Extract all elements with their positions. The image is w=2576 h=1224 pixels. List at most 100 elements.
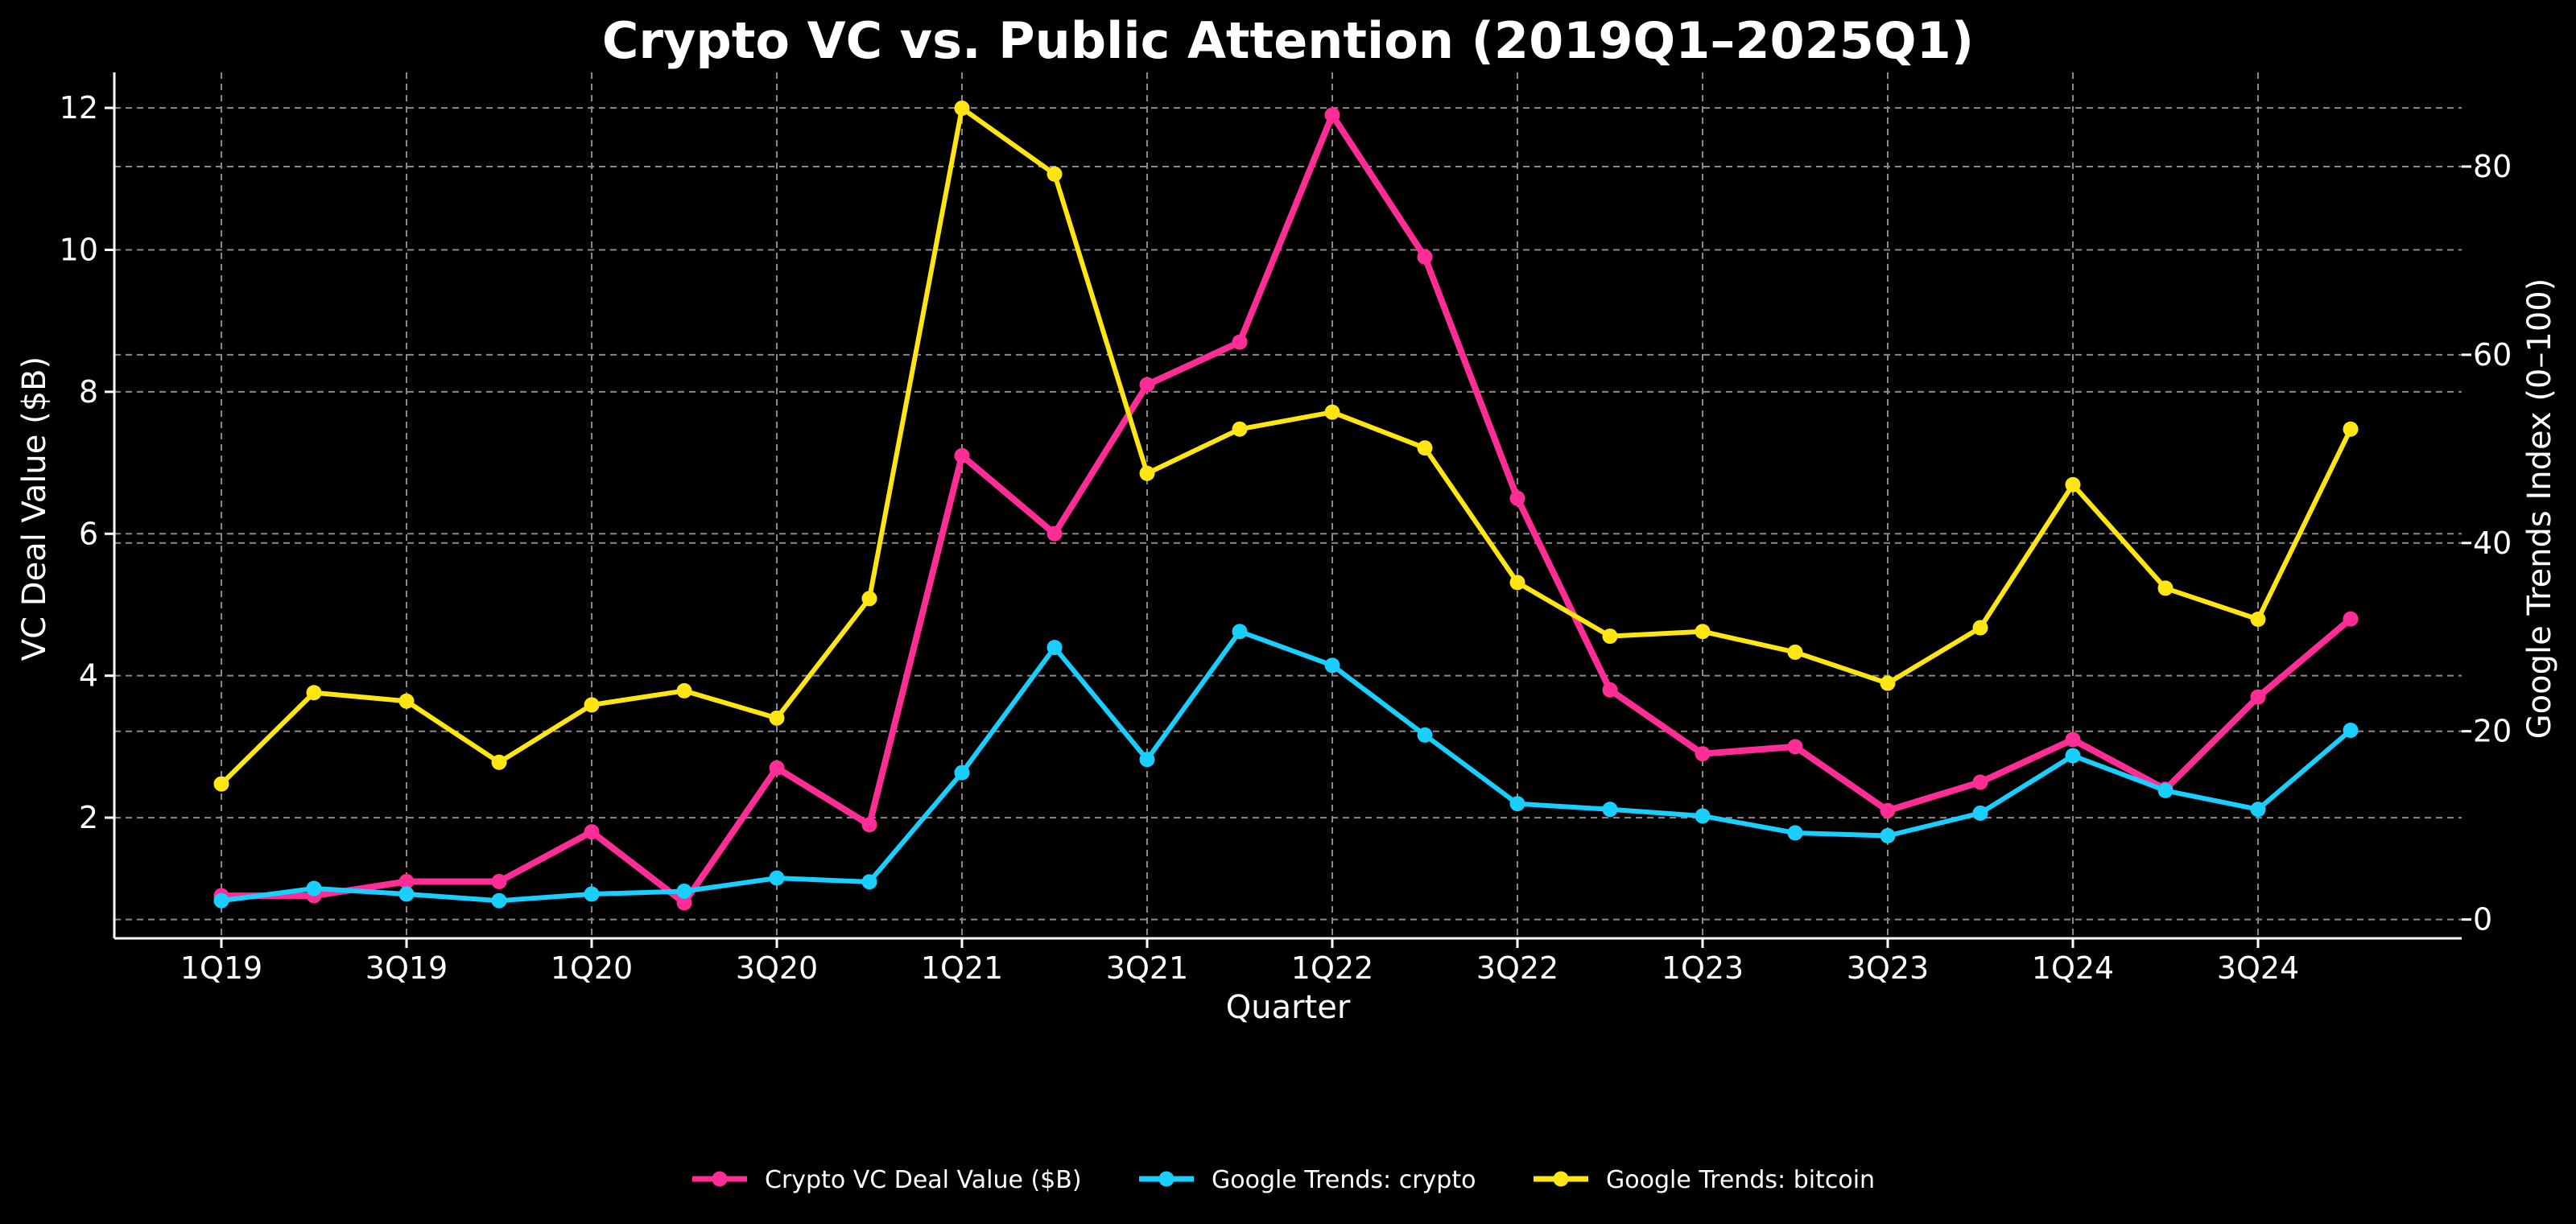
data-point (1695, 808, 1711, 824)
data-point (2157, 580, 2174, 596)
x-tick-label: 3Q20 (736, 950, 818, 986)
y-left-tick-label: 2 (79, 800, 98, 835)
series-1 (213, 107, 2359, 911)
data-point (1602, 628, 1618, 645)
data-point (2343, 611, 2359, 627)
data-point (1787, 739, 1803, 755)
series-line (219, 105, 2353, 786)
legend-swatch-marker (1158, 1171, 1174, 1187)
data-point (1602, 802, 1618, 818)
data-point (2157, 782, 2174, 798)
data-point (306, 880, 322, 896)
series-line (221, 628, 2352, 904)
legend: Crypto VC Deal Value ($B) Google Trends: … (692, 1166, 1875, 1194)
data-point (1232, 334, 1248, 350)
data-point (2343, 723, 2359, 739)
data-point (2065, 476, 2081, 492)
data-point (1602, 682, 1618, 698)
axes: 1Q19 3Q19 1Q20 3Q20 1Q21 3Q21 1Q22 3Q22 1Q23 3Q23… (60, 72, 2512, 986)
legend-label: Google Trends: crypto (1212, 1166, 1476, 1194)
y-left-tick-label: 4 (79, 658, 98, 694)
data-point (1417, 249, 1433, 265)
data-point (769, 870, 785, 886)
legend-swatch-marker (712, 1171, 728, 1187)
data-point (1880, 675, 1896, 691)
legend-label: Crypto VC Deal Value ($B) (765, 1166, 1082, 1194)
data-point (584, 697, 600, 713)
data-point (491, 892, 507, 909)
x-tick-label: 1Q23 (1662, 950, 1744, 986)
data-point (1972, 774, 1988, 790)
x-tick-label: 3Q19 (365, 950, 448, 986)
y-right-tick-label: 0 (2473, 902, 2492, 938)
data-point (2343, 421, 2359, 437)
data-point (954, 447, 970, 464)
legend-item-3: Google Trends: bitcoin (1534, 1166, 1875, 1194)
data-point (584, 886, 600, 902)
series-group (213, 100, 2359, 911)
data-point (2065, 748, 2081, 764)
data-point (398, 886, 415, 902)
data-point (2065, 732, 2081, 748)
data-point (954, 764, 970, 781)
y-right-tick-label: 60 (2473, 337, 2512, 373)
y-axis-right-label: Google Trends Index (0–100) (2521, 278, 2558, 740)
legend-label: Google Trends: bitcoin (1606, 1166, 1875, 1194)
data-point (1787, 644, 1803, 660)
series-3 (213, 100, 2359, 792)
data-point (491, 873, 507, 889)
x-tick-label: 3Q23 (1847, 950, 1929, 986)
data-point (1324, 404, 1340, 420)
x-tick-label: 3Q22 (1476, 950, 1558, 986)
data-point (954, 100, 970, 116)
data-point (1324, 657, 1340, 674)
data-point (491, 754, 507, 770)
x-tick-label: 1Q24 (2032, 950, 2114, 986)
data-point (769, 710, 785, 726)
data-point (1972, 805, 1988, 821)
data-point (398, 693, 415, 709)
data-point (1880, 802, 1896, 818)
y-right-tick-label: 20 (2473, 714, 2512, 749)
data-point (1972, 620, 1988, 636)
data-point (1417, 440, 1433, 456)
data-point (676, 895, 692, 911)
legend-swatch-marker (1553, 1171, 1569, 1187)
x-tick-label: 3Q24 (2217, 950, 2299, 986)
y-left-tick-label: 6 (79, 516, 98, 551)
data-point (861, 817, 877, 833)
data-point (1046, 640, 1063, 656)
data-point (1880, 828, 1896, 844)
chart-title: Crypto VC vs. Public Attention (2019Q1–2… (602, 11, 1974, 70)
data-point (1509, 796, 1525, 812)
legend-item-1: Crypto VC Deal Value ($B) (692, 1166, 1082, 1194)
data-point (1139, 752, 1155, 768)
x-axis-label: Quarter (1226, 989, 1351, 1026)
grid (114, 72, 2462, 938)
data-point (861, 874, 877, 890)
data-point (1695, 746, 1711, 762)
data-point (861, 591, 877, 607)
data-point (2250, 612, 2266, 628)
y-right-tick-label: 40 (2473, 525, 2512, 561)
data-point (584, 824, 600, 840)
data-point (2250, 689, 2266, 705)
legend-item-2: Google Trends: crypto (1139, 1166, 1476, 1194)
data-point (306, 685, 322, 701)
data-point (1509, 575, 1525, 591)
data-point (769, 760, 785, 776)
y-left-tick-label: 10 (60, 232, 98, 267)
data-point (676, 682, 692, 699)
data-point (1695, 624, 1711, 640)
data-point (1232, 624, 1248, 640)
data-point (1324, 107, 1340, 123)
y-left-tick-label: 8 (79, 374, 98, 410)
data-point (1787, 825, 1803, 841)
data-point (1046, 166, 1063, 182)
x-tick-label: 1Q21 (921, 950, 1003, 986)
data-point (1232, 421, 1248, 437)
x-tick-label: 1Q19 (180, 950, 262, 986)
y-left-tick-label: 12 (60, 90, 98, 126)
data-point (2250, 802, 2266, 818)
